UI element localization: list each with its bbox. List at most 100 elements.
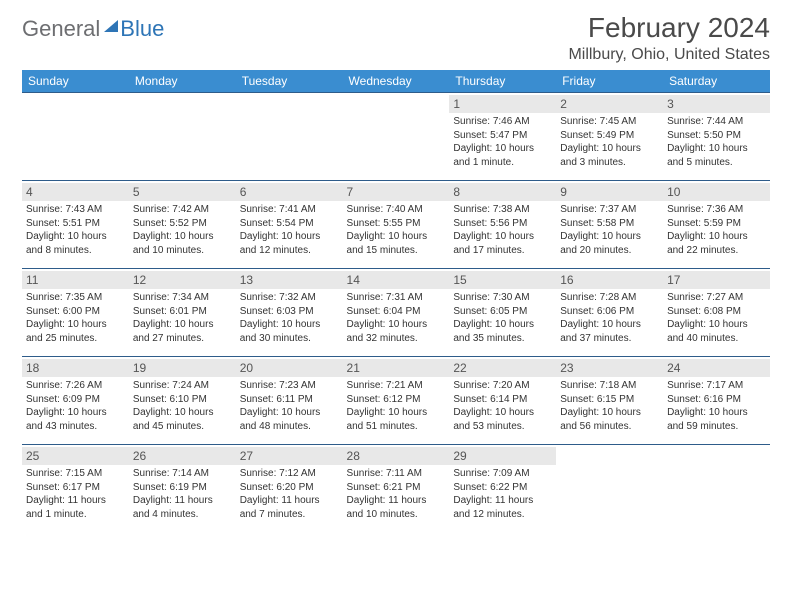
day-cell: 1 Sunrise: 7:46 AMSunset: 5:47 PMDaylight…	[449, 93, 556, 181]
sunset-line: Sunset: 6:10 PM	[133, 393, 232, 407]
sunrise-line: Sunrise: 7:42 AM	[133, 203, 232, 217]
day-cell: 5 Sunrise: 7:42 AMSunset: 5:52 PMDaylight…	[129, 181, 236, 269]
header: General Blue February 2024 Millbury, Ohi…	[22, 12, 770, 64]
sunset-line: Sunset: 6:11 PM	[240, 393, 339, 407]
day-cell: 29Sunrise: 7:09 AMSunset: 6:22 PMDayligh…	[449, 445, 556, 533]
daylight-line-1: Daylight: 11 hours	[347, 494, 446, 508]
day-info: Sunrise: 7:27 AMSunset: 6:08 PMDaylight:…	[667, 291, 766, 345]
sunset-line: Sunset: 6:09 PM	[26, 393, 125, 407]
day-info: Sunrise: 7:32 AMSunset: 6:03 PMDaylight:…	[240, 291, 339, 345]
day-header: Monday	[129, 70, 236, 93]
daylight-line-2: and 17 minutes.	[453, 244, 552, 258]
sunrise-line: Sunrise: 7:15 AM	[26, 467, 125, 481]
week-row: 4Sunrise: 7:43 AMSunset: 5:51 PMDaylight…	[22, 181, 770, 269]
sunset-line: Sunset: 6:01 PM	[133, 305, 232, 319]
day-header: Saturday	[663, 70, 770, 93]
sunset-line: Sunset: 6:21 PM	[347, 481, 446, 495]
day-number: 26	[129, 447, 236, 465]
location: Millbury, Ohio, United States	[568, 46, 770, 64]
day-info: Sunrise: 7:09 AMSunset: 6:22 PMDaylight:…	[453, 467, 552, 521]
day-cell: 10Sunrise: 7:36 AMSunset: 5:59 PMDayligh…	[663, 181, 770, 269]
daylight-line-2: and 1 minute.	[453, 156, 552, 170]
sunset-line: Sunset: 5:52 PM	[133, 217, 232, 231]
daylight-line-2: and 15 minutes.	[347, 244, 446, 258]
day-cell: 3Sunrise: 7:44 AMSunset: 5:50 PMDaylight…	[663, 93, 770, 181]
sunrise-line: Sunrise: 7:12 AM	[240, 467, 339, 481]
sunrise-line: Sunrise: 7:36 AM	[667, 203, 766, 217]
title-block: February 2024 Millbury, Ohio, United Sta…	[568, 12, 770, 64]
day-cell: 16Sunrise: 7:28 AMSunset: 6:06 PMDayligh…	[556, 269, 663, 357]
calendar-table: SundayMondayTuesdayWednesdayThursdayFrid…	[22, 70, 770, 533]
week-row: 1 Sunrise: 7:46 AMSunset: 5:47 PMDaylight…	[22, 93, 770, 181]
day-number: 20	[236, 359, 343, 377]
sunrise-line: Sunrise: 7:37 AM	[560, 203, 659, 217]
day-info: Sunrise: 7:20 AMSunset: 6:14 PMDaylight:…	[453, 379, 552, 433]
day-info: Sunrise: 7:46 AMSunset: 5:47 PMDaylight:…	[453, 115, 552, 169]
day-cell: 9Sunrise: 7:37 AMSunset: 5:58 PMDaylight…	[556, 181, 663, 269]
sunset-line: Sunset: 6:03 PM	[240, 305, 339, 319]
daylight-line-2: and 37 minutes.	[560, 332, 659, 346]
sunset-line: Sunset: 6:17 PM	[26, 481, 125, 495]
sunrise-line: Sunrise: 7:09 AM	[453, 467, 552, 481]
daylight-line-2: and 25 minutes.	[26, 332, 125, 346]
logo-triangle-icon	[104, 20, 118, 32]
sunrise-line: Sunrise: 7:17 AM	[667, 379, 766, 393]
day-number: 28	[343, 447, 450, 465]
daylight-line-1: Daylight: 10 hours	[667, 230, 766, 244]
day-info: Sunrise: 7:26 AMSunset: 6:09 PMDaylight:…	[26, 379, 125, 433]
daylight-line-2: and 48 minutes.	[240, 420, 339, 434]
daylight-line-2: and 32 minutes.	[347, 332, 446, 346]
sunrise-line: Sunrise: 7:14 AM	[133, 467, 232, 481]
daylight-line-2: and 5 minutes.	[667, 156, 766, 170]
empty-cell	[236, 93, 343, 181]
daylight-line-1: Daylight: 10 hours	[560, 406, 659, 420]
sunrise-line: Sunrise: 7:27 AM	[667, 291, 766, 305]
day-info: Sunrise: 7:35 AMSunset: 6:00 PMDaylight:…	[26, 291, 125, 345]
day-cell: 26Sunrise: 7:14 AMSunset: 6:19 PMDayligh…	[129, 445, 236, 533]
day-cell: 28Sunrise: 7:11 AMSunset: 6:21 PMDayligh…	[343, 445, 450, 533]
day-header-row: SundayMondayTuesdayWednesdayThursdayFrid…	[22, 70, 770, 93]
daylight-line-1: Daylight: 11 hours	[26, 494, 125, 508]
empty-cell	[22, 93, 129, 181]
day-number: 1	[449, 95, 556, 113]
daylight-line-1: Daylight: 11 hours	[453, 494, 552, 508]
month-title: February 2024	[568, 12, 770, 44]
empty-cell	[343, 93, 450, 181]
day-header: Wednesday	[343, 70, 450, 93]
daylight-line-2: and 43 minutes.	[26, 420, 125, 434]
day-number: 12	[129, 271, 236, 289]
day-info: Sunrise: 7:18 AMSunset: 6:15 PMDaylight:…	[560, 379, 659, 433]
sunset-line: Sunset: 6:20 PM	[240, 481, 339, 495]
daylight-line-1: Daylight: 10 hours	[133, 230, 232, 244]
sunrise-line: Sunrise: 7:30 AM	[453, 291, 552, 305]
sunset-line: Sunset: 6:04 PM	[347, 305, 446, 319]
day-cell: 4Sunrise: 7:43 AMSunset: 5:51 PMDaylight…	[22, 181, 129, 269]
day-number: 15	[449, 271, 556, 289]
daylight-line-1: Daylight: 10 hours	[453, 230, 552, 244]
week-row: 25Sunrise: 7:15 AMSunset: 6:17 PMDayligh…	[22, 445, 770, 533]
sunrise-line: Sunrise: 7:44 AM	[667, 115, 766, 129]
sunset-line: Sunset: 5:54 PM	[240, 217, 339, 231]
sunset-line: Sunset: 5:47 PM	[453, 129, 552, 143]
daylight-line-2: and 10 minutes.	[133, 244, 232, 258]
day-cell: 6Sunrise: 7:41 AMSunset: 5:54 PMDaylight…	[236, 181, 343, 269]
daylight-line-2: and 40 minutes.	[667, 332, 766, 346]
day-info: Sunrise: 7:41 AMSunset: 5:54 PMDaylight:…	[240, 203, 339, 257]
daylight-line-1: Daylight: 11 hours	[240, 494, 339, 508]
day-number: 7	[343, 183, 450, 201]
daylight-line-1: Daylight: 10 hours	[26, 230, 125, 244]
sunrise-line: Sunrise: 7:38 AM	[453, 203, 552, 217]
day-number: 17	[663, 271, 770, 289]
day-number: 5	[129, 183, 236, 201]
day-cell: 12Sunrise: 7:34 AMSunset: 6:01 PMDayligh…	[129, 269, 236, 357]
day-number: 27	[236, 447, 343, 465]
day-number: 22	[449, 359, 556, 377]
day-number: 24	[663, 359, 770, 377]
daylight-line-1: Daylight: 11 hours	[133, 494, 232, 508]
daylight-line-1: Daylight: 10 hours	[347, 406, 446, 420]
day-cell: 8Sunrise: 7:38 AMSunset: 5:56 PMDaylight…	[449, 181, 556, 269]
sunset-line: Sunset: 5:51 PM	[26, 217, 125, 231]
daylight-line-1: Daylight: 10 hours	[240, 406, 339, 420]
sunset-line: Sunset: 6:12 PM	[347, 393, 446, 407]
sunset-line: Sunset: 6:14 PM	[453, 393, 552, 407]
